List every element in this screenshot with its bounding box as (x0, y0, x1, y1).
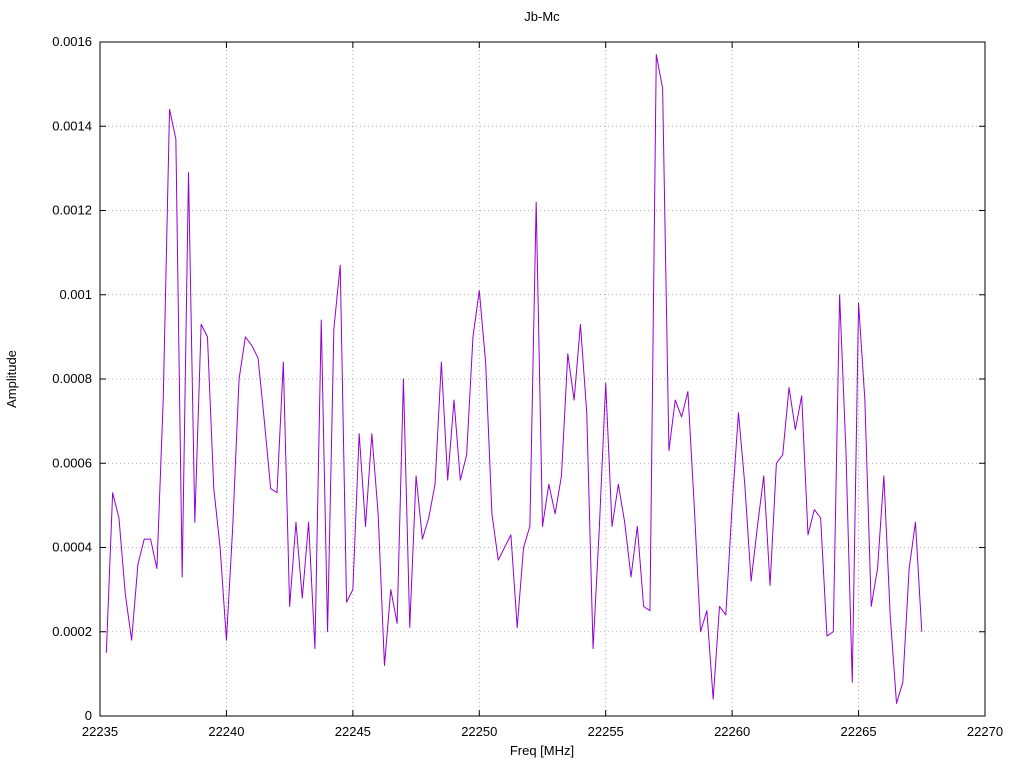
x-tick-label: 22270 (967, 724, 1003, 739)
chart-title: Jb-Mc (524, 9, 560, 24)
x-axis-label: Freq [MHz] (510, 743, 574, 758)
y-tick-label: 0.0008 (52, 371, 92, 386)
data-line-Jb-Mc (105, 54, 923, 704)
y-tick-label: 0.0004 (52, 540, 92, 555)
y-tick-label: 0.0006 (52, 455, 92, 470)
x-tick-label: 22245 (335, 724, 371, 739)
y-tick-label: 0.0016 (52, 34, 92, 49)
data-layer (105, 54, 923, 704)
x-tick-label: 22235 (82, 724, 118, 739)
plot-border (99, 41, 986, 717)
x-tick-label: 22260 (714, 724, 750, 739)
axes-layer: 22235 22240 22245 22250 22255 22260 22265 22270… (52, 34, 1003, 739)
y-tick-label: 0.0012 (52, 203, 92, 218)
y-tick-label: 0 (85, 708, 92, 723)
y-tick-label: 0.001 (59, 287, 92, 302)
x-tick-label: 22265 (840, 724, 876, 739)
grid-layer (99, 41, 986, 717)
y-axis-label: Amplitude (4, 350, 19, 408)
x-tick-label: 22250 (461, 724, 497, 739)
y-tick-label: 0.0014 (52, 118, 92, 133)
y-tick-label: 0.0002 (52, 624, 92, 639)
x-tick-label: 22240 (208, 724, 244, 739)
x-tick-label: 22255 (588, 724, 624, 739)
